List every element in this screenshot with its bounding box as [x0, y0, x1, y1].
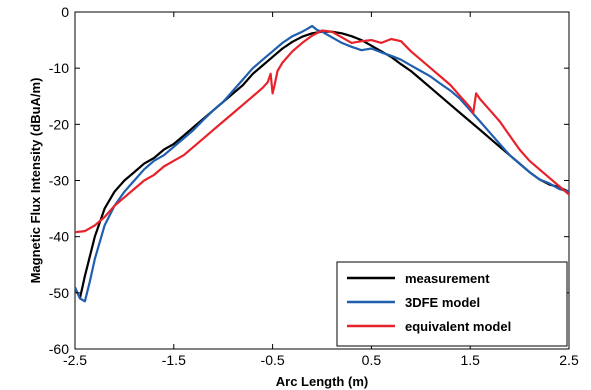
series-line-equivalent-model — [75, 29, 569, 234]
y-tick-label: -30 — [49, 173, 69, 189]
y-tick-label: -60 — [49, 341, 69, 357]
y-tick-label: -10 — [49, 60, 69, 76]
x-tick-label: 1.5 — [460, 352, 480, 368]
x-tick-label: 0.5 — [362, 352, 382, 368]
legend-label: 3DFE model — [405, 295, 480, 310]
x-tick-label: -2.5 — [63, 352, 87, 368]
x-tick-label: 2.5 — [559, 352, 579, 368]
legend: measurement 3DFE model equivalent model — [336, 261, 568, 347]
x-tick-label: -0.5 — [261, 352, 285, 368]
y-tick-label: 0 — [61, 4, 69, 20]
legend-label: measurement — [405, 271, 490, 286]
y-tick-label: -20 — [49, 116, 69, 132]
y-axis: 0 -10 -20 -30 -40 -50 -60 — [49, 4, 569, 357]
y-tick-label: -40 — [49, 229, 69, 245]
x-tick-label: -1.5 — [162, 352, 186, 368]
series-layer — [75, 24, 569, 303]
y-tick-label: -50 — [49, 285, 69, 301]
series-line-3dfe-model — [75, 24, 569, 303]
y-axis-label: Magnetic Flux Intensity (dBuA/m) — [28, 78, 43, 284]
legend-box — [336, 261, 568, 347]
x-axis-label: Arc Length (m) — [276, 374, 368, 389]
legend-label: equivalent model — [405, 319, 511, 334]
